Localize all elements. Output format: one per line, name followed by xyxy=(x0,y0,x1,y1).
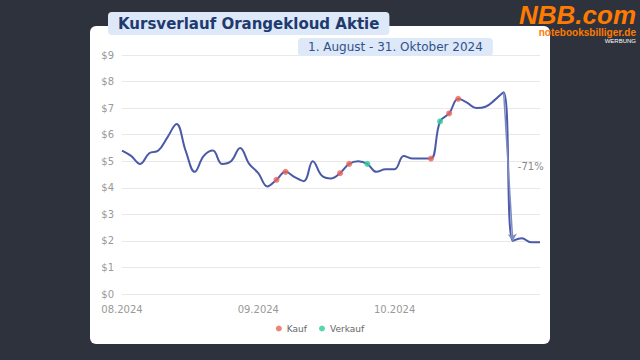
svg-text:$6: $6 xyxy=(101,129,114,140)
svg-text:10.2024: 10.2024 xyxy=(374,304,415,315)
svg-text:1. August - 31. Oktober 2024: 1. August - 31. Oktober 2024 xyxy=(308,40,483,54)
svg-text:09.2024: 09.2024 xyxy=(238,304,279,315)
svg-text:$7: $7 xyxy=(101,103,114,114)
svg-text:Kauf: Kauf xyxy=(287,324,308,334)
svg-text:-71%: -71% xyxy=(518,161,544,172)
svg-text:Kursverlauf Orangekloud Aktie: Kursverlauf Orangekloud Aktie xyxy=(118,15,379,33)
svg-text:$2: $2 xyxy=(101,235,114,246)
svg-text:$1: $1 xyxy=(101,262,114,273)
html-text:NBB.com: NBB.com xyxy=(519,0,636,30)
html-text:WERBUNG: WERBUNG xyxy=(604,38,636,44)
svg-text:$9: $9 xyxy=(101,50,114,61)
svg-text:08.2024: 08.2024 xyxy=(101,304,142,315)
svg-text:$5: $5 xyxy=(101,156,114,167)
html-text:notebooksbilliger.de: notebooksbilliger.de xyxy=(538,27,636,38)
svg-text:$4: $4 xyxy=(101,182,114,193)
svg-text:$3: $3 xyxy=(101,209,114,220)
svg-text:$0: $0 xyxy=(101,289,114,300)
svg-text:Verkauf: Verkauf xyxy=(330,324,365,334)
svg-text:$8: $8 xyxy=(101,76,114,87)
